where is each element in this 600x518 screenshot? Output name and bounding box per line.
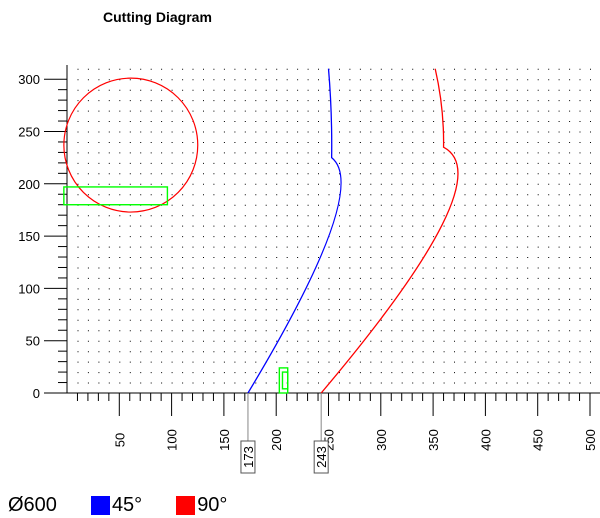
x-tick-label: 200 bbox=[269, 429, 284, 451]
cut-shapes bbox=[63, 68, 459, 394]
y-tick-label: 150 bbox=[18, 229, 40, 244]
cut-arc bbox=[247, 68, 342, 394]
marker-label: 173 bbox=[241, 446, 256, 468]
legend-swatch-45 bbox=[90, 495, 110, 515]
x-tick-label: 150 bbox=[217, 429, 232, 451]
cut-rect bbox=[63, 186, 169, 206]
legend-item-90: 90° bbox=[176, 494, 227, 517]
diameter-label: Ø600 bbox=[8, 493, 57, 516]
y-tick-label: 100 bbox=[18, 281, 40, 296]
legend: Ø600 45° 90° bbox=[8, 492, 261, 518]
x-tick-label: 450 bbox=[531, 429, 546, 451]
grid-dots bbox=[77, 68, 591, 384]
cut-rect bbox=[281, 371, 289, 390]
y-tick-label: 200 bbox=[18, 177, 40, 192]
legend-swatch-90 bbox=[176, 495, 196, 515]
legend-item-45: 45° bbox=[90, 493, 143, 517]
position-markers: 173 243 bbox=[240, 393, 329, 474]
marker-box bbox=[240, 440, 256, 474]
x-tick-label: 50 bbox=[112, 433, 127, 447]
legend-label-90: 90° bbox=[197, 493, 228, 516]
x-tick-label: 300 bbox=[374, 429, 389, 451]
legend-label-45: 45° bbox=[111, 493, 143, 516]
marker-label: 243 bbox=[314, 446, 329, 468]
y-tick-label: 250 bbox=[18, 125, 40, 140]
y-tick-label: 50 bbox=[26, 334, 40, 349]
cut-arc bbox=[320, 68, 459, 394]
x-tick-label: 350 bbox=[426, 429, 441, 451]
x-tick-label: 400 bbox=[478, 429, 493, 451]
x-tick-label: 100 bbox=[165, 429, 180, 451]
cut-circle bbox=[63, 77, 199, 213]
y-tick-label: 300 bbox=[18, 72, 40, 87]
marker-box bbox=[313, 440, 329, 474]
x-tick-label: 500 bbox=[583, 429, 598, 451]
diagram-title: Cutting Diagram bbox=[103, 9, 212, 25]
dot-grid bbox=[77, 68, 591, 384]
y-tick-label: 0 bbox=[33, 386, 40, 401]
